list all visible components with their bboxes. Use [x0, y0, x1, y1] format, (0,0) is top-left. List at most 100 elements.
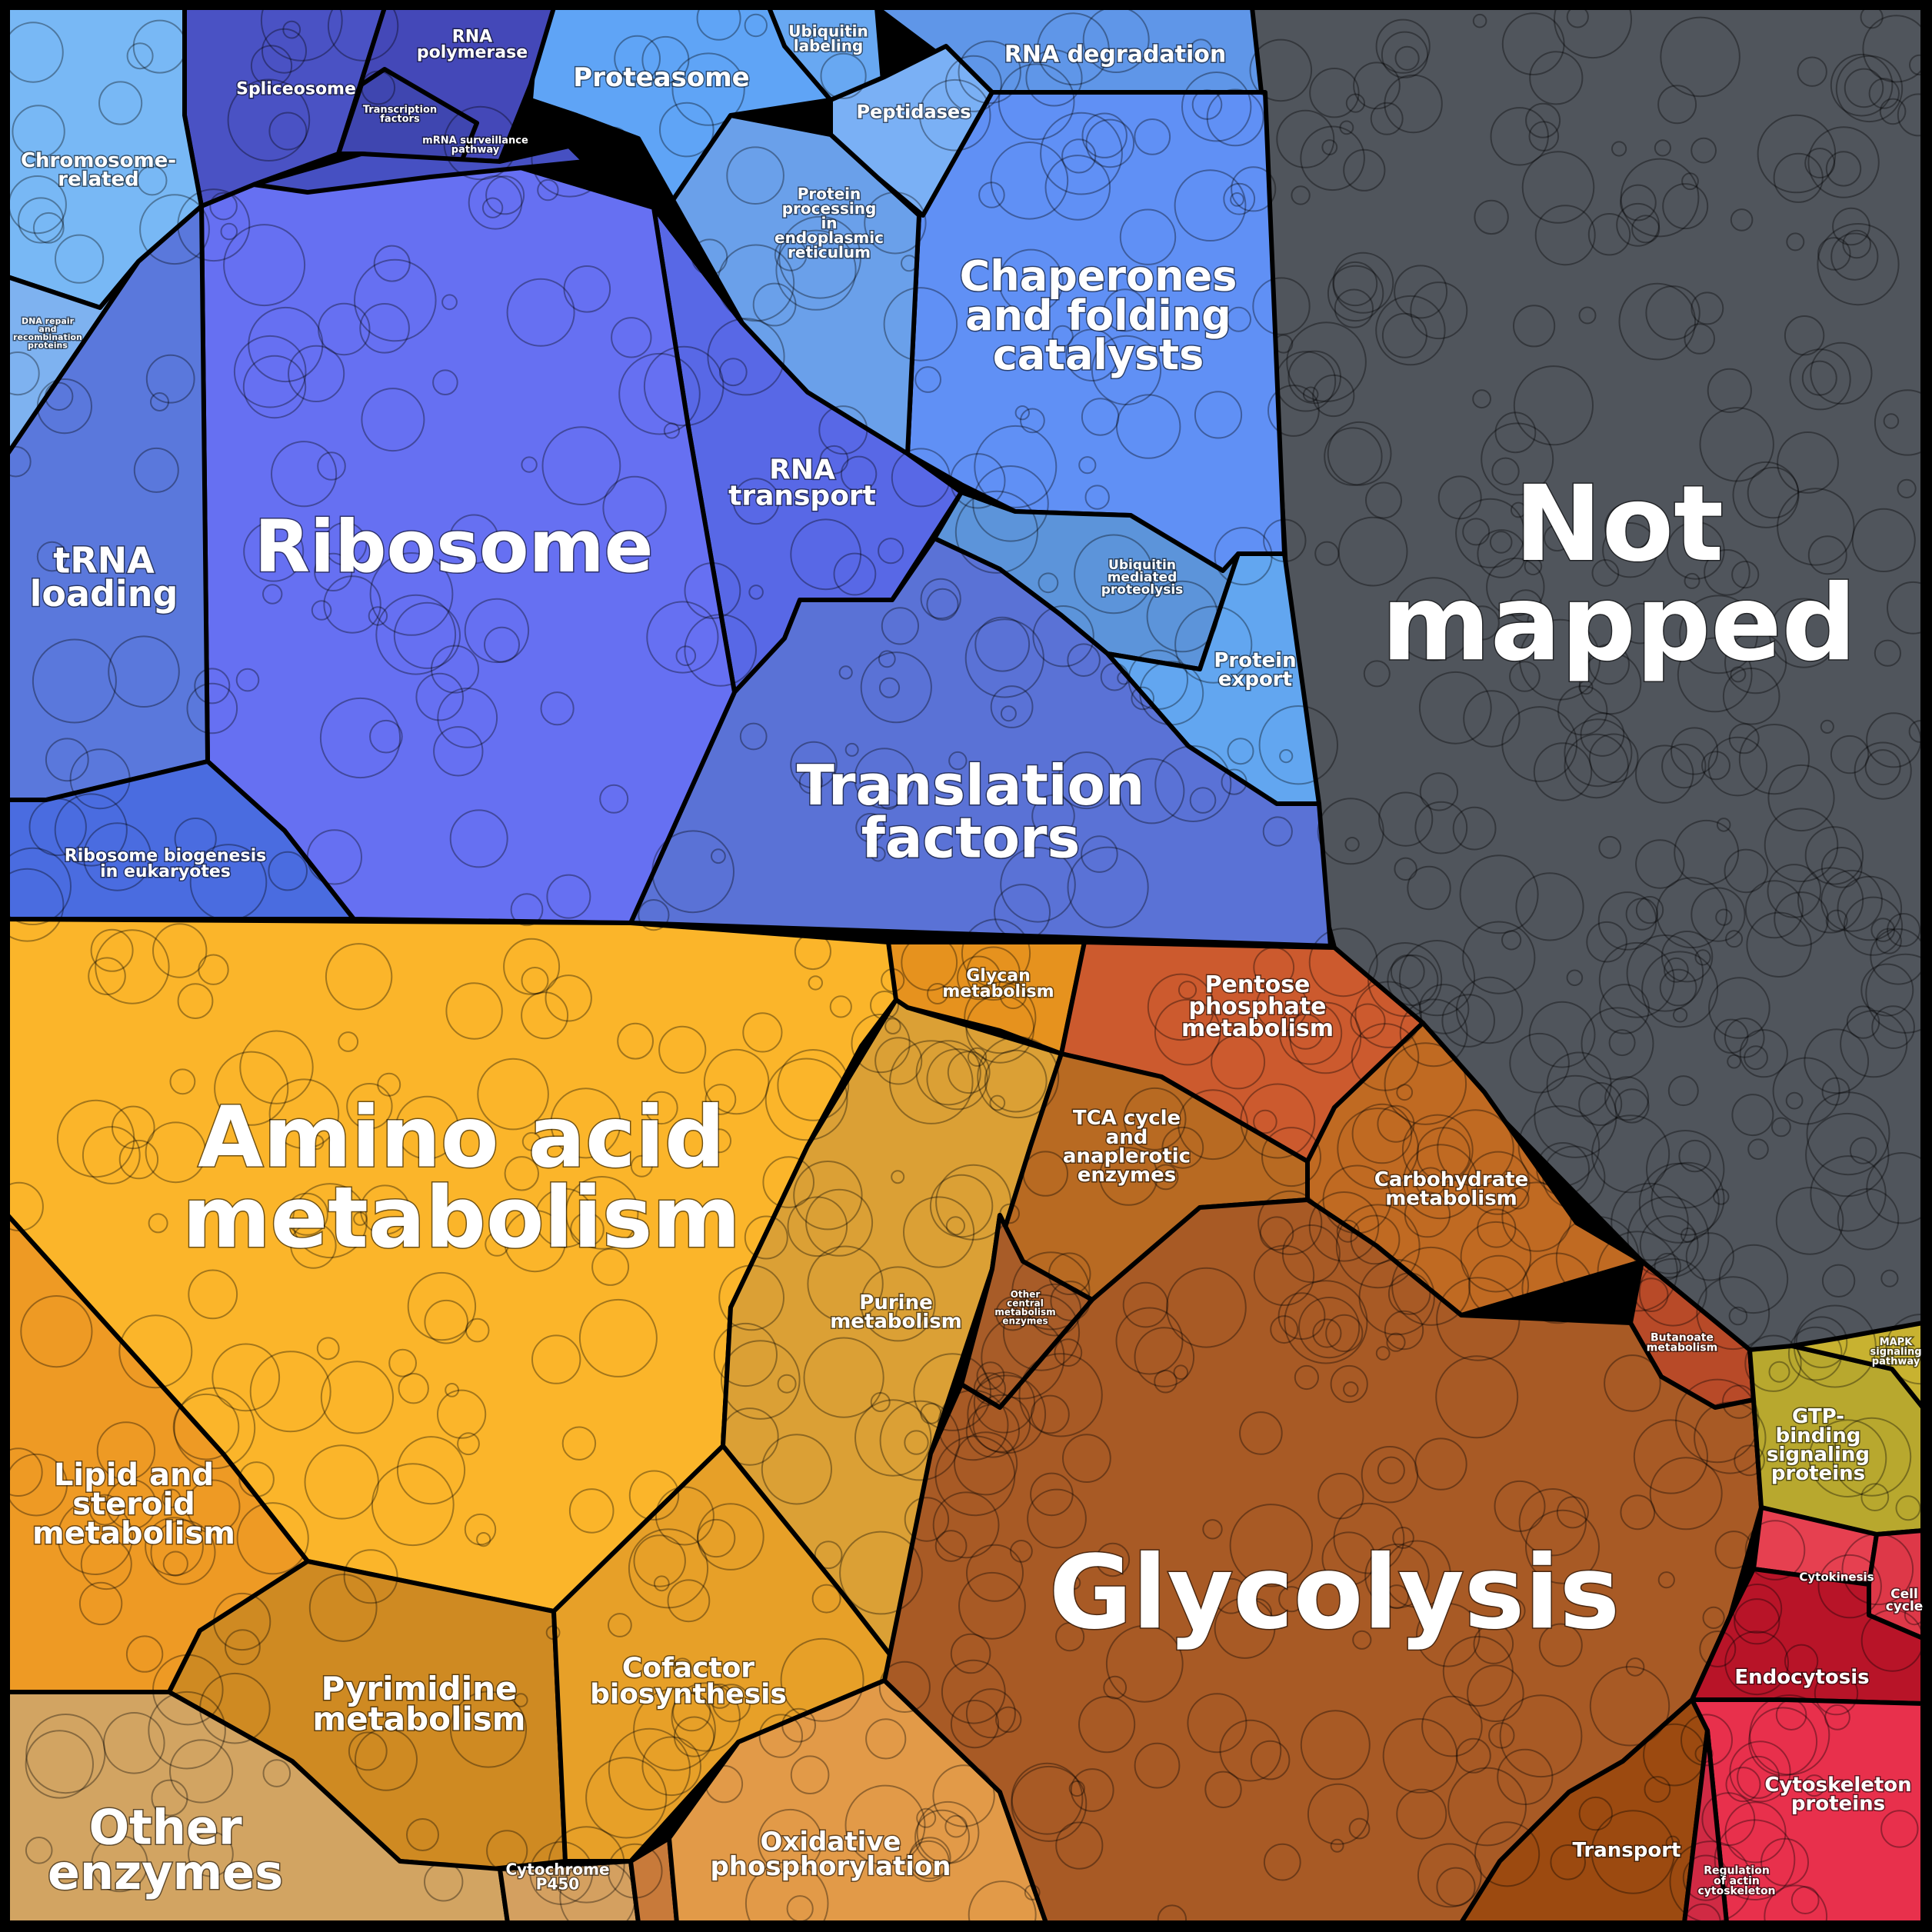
protein-cell: [1737, 1755, 1780, 1799]
protein-cell: [839, 1531, 923, 1615]
protein-cell: [1040, 112, 1123, 195]
protein-cell: [786, 1895, 814, 1923]
protein-cell: [1604, 1354, 1661, 1412]
protein-cell: [1864, 749, 1901, 786]
protein-cell: [80, 1538, 132, 1591]
protein-cell: [1521, 151, 1595, 224]
protein-cell: [915, 1040, 981, 1106]
label-other-central: Other central metabolism enzymes: [994, 1289, 1055, 1326]
label-line: Protein: [798, 185, 861, 203]
protein-cell: [1534, 205, 1596, 266]
protein-cell: [1274, 334, 1294, 354]
protein-cell: [995, 1706, 1022, 1734]
protein-cell: [1513, 305, 1556, 348]
protein-cell: [369, 552, 454, 636]
protein-cell: [1067, 846, 1149, 928]
protein-cell: [1477, 529, 1527, 578]
protein-cell: [1085, 118, 1135, 168]
protein-cell: [1895, 1495, 1921, 1521]
label-line: Amino acid: [198, 1088, 725, 1186]
protein-cell: [1785, 1091, 1804, 1110]
protein-cell: [407, 1271, 477, 1341]
protein-cell: [1734, 1598, 1780, 1645]
label-pyrimidine: Pyrimidine metabolism: [312, 1670, 525, 1738]
label-line: RNA: [769, 455, 835, 486]
protein-cell: [641, 1736, 702, 1797]
protein-cell: [1249, 38, 1313, 102]
protein-cell: [920, 578, 961, 620]
protein-cell: [1880, 1269, 1899, 1287]
protein-cell: [633, 1688, 716, 1771]
label-rna-degradation: RNA degradation: [1004, 42, 1227, 68]
protein-cell: [1384, 1310, 1424, 1351]
protein-cell: [1588, 733, 1639, 784]
protein-cell: [1497, 1748, 1554, 1805]
protein-cell: [908, 1840, 950, 1883]
protein-cell: [177, 188, 251, 262]
protein-cell: [1460, 1221, 1532, 1293]
protein-cell: [1529, 51, 1584, 105]
protein-cell: [57, 1499, 133, 1575]
protein-cell: [878, 789, 900, 811]
protein-cell: [696, 0, 741, 41]
protein-cell: [838, 665, 853, 680]
label-chaperones: Chaperones and folding catalysts: [960, 252, 1237, 380]
protein-cell: [1152, 1164, 1179, 1191]
protein-cell: [811, 1584, 841, 1614]
protein-cell: [1010, 1540, 1033, 1563]
label-line: mapped: [1381, 563, 1857, 685]
label-cytokinesis: Cytokinesis: [1799, 1570, 1874, 1584]
protein-cell: [550, 1088, 621, 1159]
protein-cell: [1555, 1216, 1640, 1300]
protein-cell: [995, 1296, 1031, 1331]
protein-cell: [1300, 125, 1365, 192]
protein-cell: [437, 688, 498, 748]
protein-cell: [1619, 602, 1661, 645]
protein-cell: [88, 957, 126, 995]
protein-cell: [1661, 743, 1707, 789]
protein-cell: [643, 345, 724, 427]
protein-cell: [684, 562, 741, 619]
protein-cell: [1672, 1008, 1688, 1023]
protein-cell: [1231, 166, 1277, 212]
protein-cell: [1837, 875, 1903, 941]
protein-cell: [323, 521, 368, 566]
label-line: Transcription: [363, 104, 437, 115]
protein-cell: [1154, 745, 1232, 822]
protein-cell: [1404, 1191, 1451, 1238]
protein-cell: [506, 278, 575, 347]
protein-cell: [1744, 1520, 1806, 1581]
protein-cell: [618, 352, 701, 435]
protein-cell: [844, 742, 859, 757]
protein-cell: [1599, 984, 1650, 1034]
protein-cell: [371, 1463, 455, 1547]
protein-cell: [1333, 1502, 1405, 1574]
protein-cell: [346, 1083, 393, 1130]
label-line: Spliceosome: [236, 80, 356, 99]
protein-cell: [1407, 865, 1451, 911]
protein-cell: [998, 248, 1064, 315]
protein-cell: [1191, 89, 1223, 120]
protein-cell: [794, 932, 832, 971]
label-line: processing: [782, 199, 877, 218]
protein-cell: [503, 938, 561, 995]
protein-cell: [1835, 55, 1904, 123]
protein-cell: [1275, 351, 1337, 412]
protein-cell: [1724, 631, 1787, 695]
protein-cell: [148, 1690, 226, 1770]
protein-cell: [999, 981, 1028, 1010]
protein-cell: [118, 1139, 159, 1180]
protein-cell: [1253, 1244, 1315, 1307]
protein-cell: [1803, 1774, 1826, 1797]
protein-cell: [1375, 1346, 1391, 1361]
label-spliceosome: Spliceosome: [236, 80, 356, 99]
protein-cell: [1399, 998, 1468, 1068]
protein-cell: [1252, 277, 1311, 335]
protein-cell: [1510, 501, 1527, 518]
protein-cell: [1734, 1444, 1766, 1477]
label-line: Cell: [1890, 1587, 1918, 1602]
label-rna-transport: RNA transport: [728, 455, 876, 512]
protein-cell: [1081, 112, 1128, 158]
protein-cell: [1708, 977, 1770, 1039]
protein-cell: [1805, 1112, 1890, 1198]
